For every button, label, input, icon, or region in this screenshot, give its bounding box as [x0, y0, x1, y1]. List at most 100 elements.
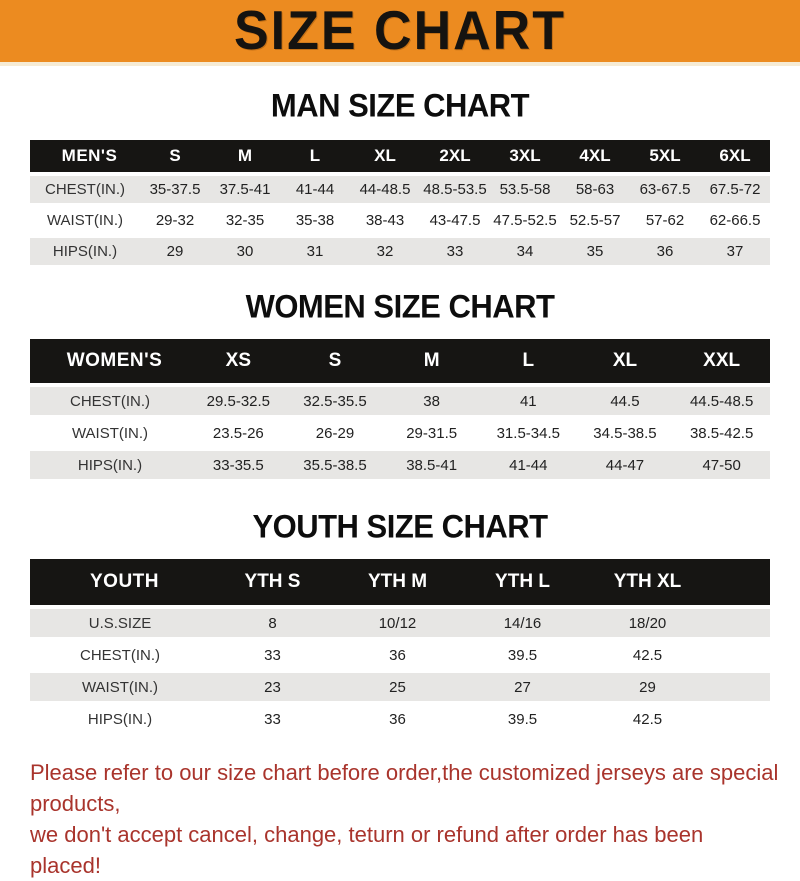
- size-value-cell: 29-32: [140, 207, 210, 234]
- size-value-cell: 35-37.5: [140, 176, 210, 203]
- size-value-cell: 31.5-34.5: [479, 419, 577, 447]
- women-column-header: XS: [190, 339, 287, 383]
- order-disclaimer: Please refer to our size chart before or…: [30, 757, 780, 881]
- size-value-cell: 63-67.5: [630, 176, 700, 203]
- size-value-cell: 47-50: [673, 451, 770, 479]
- youth-size-table: YOUTH YTH S YTH M YTH L YTH XL U.S.SIZE …: [30, 555, 770, 737]
- size-value-cell: 35-38: [280, 207, 350, 234]
- size-value-cell: 42.5: [585, 641, 710, 669]
- size-value-cell: 31: [280, 238, 350, 265]
- size-value-cell: 23: [210, 673, 335, 701]
- youth-column-header: YTH XL: [585, 559, 710, 605]
- size-value-cell: 14/16: [460, 609, 585, 637]
- men-column-header: S: [140, 140, 210, 172]
- size-value-cell: 38: [383, 387, 480, 415]
- men-header-row: MEN'S S M L XL 2XL 3XL 4XL 5XL 6XL: [30, 140, 770, 172]
- size-value-cell: 52.5-57: [560, 207, 630, 234]
- row-filler: [710, 673, 770, 701]
- women-column-header: XL: [576, 339, 674, 383]
- row-label: CHEST(IN.): [30, 387, 190, 415]
- size-value-cell: 39.5: [460, 641, 585, 669]
- women-column-header: XXL: [673, 339, 770, 383]
- size-value-cell: 53.5-58: [490, 176, 560, 203]
- banner-title: SIZE CHART: [234, 0, 566, 62]
- women-column-header: M: [383, 339, 480, 383]
- size-value-cell: 32.5-35.5: [286, 387, 384, 415]
- row-label: WAIST(IN.): [30, 673, 210, 701]
- size-value-cell: 29-31.5: [383, 419, 480, 447]
- men-chest-row: CHEST(IN.) 35-37.5 37.5-41 41-44 44-48.5…: [30, 176, 770, 203]
- size-value-cell: 29: [140, 238, 210, 265]
- youth-header-row: YOUTH YTH S YTH M YTH L YTH XL: [30, 559, 770, 605]
- row-filler: [710, 609, 770, 637]
- men-section-heading: MAN SIZE CHART: [270, 87, 530, 124]
- size-value-cell: 37.5-41: [210, 176, 280, 203]
- size-value-cell: 34: [490, 238, 560, 265]
- size-value-cell: 36: [630, 238, 700, 265]
- size-value-cell: 44.5: [576, 387, 674, 415]
- youth-column-header: YTH M: [335, 559, 460, 605]
- size-value-cell: 8: [210, 609, 335, 637]
- men-column-header: M: [210, 140, 280, 172]
- men-column-header: L: [280, 140, 350, 172]
- size-value-cell: 30: [210, 238, 280, 265]
- men-column-header: 2XL: [420, 140, 490, 172]
- row-label: HIPS(IN.): [30, 238, 140, 265]
- size-chart-banner: SIZE CHART: [0, 0, 800, 66]
- row-label: HIPS(IN.): [30, 705, 210, 733]
- row-filler: [710, 641, 770, 669]
- women-table-title: WOMEN'S: [30, 339, 190, 383]
- men-waist-row: WAIST(IN.) 29-32 32-35 35-38 38-43 43-47…: [30, 207, 770, 234]
- size-value-cell: 29.5-32.5: [190, 387, 287, 415]
- row-label: CHEST(IN.): [30, 641, 210, 669]
- size-value-cell: 43-47.5: [420, 207, 490, 234]
- men-size-table: MEN'S S M L XL 2XL 3XL 4XL 5XL 6XL CHEST…: [30, 136, 770, 269]
- size-value-cell: 29: [585, 673, 710, 701]
- size-value-cell: 58-63: [560, 176, 630, 203]
- size-value-cell: 34.5-38.5: [576, 419, 674, 447]
- size-value-cell: 38.5-42.5: [673, 419, 770, 447]
- youth-section-heading: YOUTH SIZE CHART: [252, 508, 548, 545]
- size-value-cell: 32: [350, 238, 420, 265]
- size-value-cell: 26-29: [286, 419, 384, 447]
- row-label: WAIST(IN.): [30, 419, 190, 447]
- size-value-cell: 41-44: [280, 176, 350, 203]
- size-value-cell: 25: [335, 673, 460, 701]
- row-label: U.S.SIZE: [30, 609, 210, 637]
- youth-waist-row: WAIST(IN.) 23 25 27 29: [30, 673, 770, 701]
- men-table-title: MEN'S: [30, 140, 140, 172]
- size-value-cell: 36: [335, 641, 460, 669]
- women-hips-row: HIPS(IN.) 33-35.5 35.5-38.5 38.5-41 41-4…: [30, 451, 770, 479]
- size-value-cell: 36: [335, 705, 460, 733]
- size-value-cell: 38.5-41: [383, 451, 480, 479]
- youth-column-header: YTH L: [460, 559, 585, 605]
- size-value-cell: 18/20: [585, 609, 710, 637]
- youth-column-header: YTH S: [210, 559, 335, 605]
- youth-hips-row: HIPS(IN.) 33 36 39.5 42.5: [30, 705, 770, 733]
- size-value-cell: 39.5: [460, 705, 585, 733]
- women-column-header: L: [479, 339, 577, 383]
- youth-chest-row: CHEST(IN.) 33 36 39.5 42.5: [30, 641, 770, 669]
- size-value-cell: 33: [210, 641, 335, 669]
- women-column-header: S: [286, 339, 384, 383]
- women-waist-row: WAIST(IN.) 23.5-26 26-29 29-31.5 31.5-34…: [30, 419, 770, 447]
- size-value-cell: 32-35: [210, 207, 280, 234]
- youth-table-title: YOUTH: [30, 559, 210, 605]
- size-value-cell: 41-44: [479, 451, 577, 479]
- row-label: CHEST(IN.): [30, 176, 140, 203]
- disclaimer-line-2: we don't accept cancel, change, teturn o…: [30, 822, 704, 878]
- size-value-cell: 35.5-38.5: [286, 451, 384, 479]
- youth-header-filler: [710, 559, 770, 605]
- youth-ussize-row: U.S.SIZE 8 10/12 14/16 18/20: [30, 609, 770, 637]
- row-label: HIPS(IN.): [30, 451, 190, 479]
- men-column-header: 3XL: [490, 140, 560, 172]
- size-value-cell: 62-66.5: [700, 207, 770, 234]
- men-column-header: 6XL: [700, 140, 770, 172]
- size-value-cell: 44.5-48.5: [673, 387, 770, 415]
- women-chest-row: CHEST(IN.) 29.5-32.5 32.5-35.5 38 41 44.…: [30, 387, 770, 415]
- men-column-header: 5XL: [630, 140, 700, 172]
- size-value-cell: 48.5-53.5: [420, 176, 490, 203]
- size-value-cell: 57-62: [630, 207, 700, 234]
- size-value-cell: 67.5-72: [700, 176, 770, 203]
- size-value-cell: 33: [420, 238, 490, 265]
